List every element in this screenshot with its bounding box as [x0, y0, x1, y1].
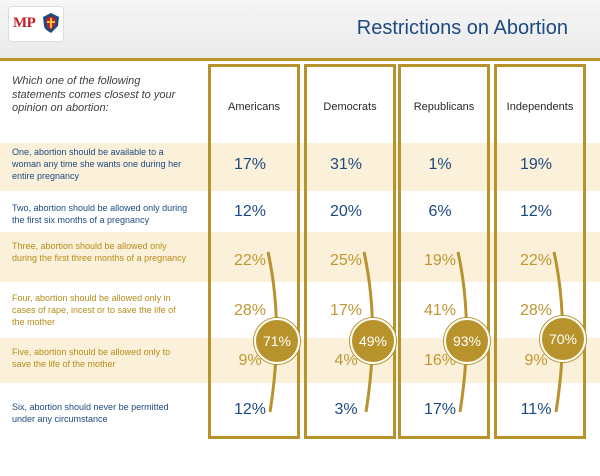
percent-value: 20% — [329, 203, 363, 220]
percent-value: 19% — [423, 252, 457, 269]
percent-value: 19% — [519, 156, 553, 173]
percent-value: 9% — [238, 352, 262, 369]
logo-text: MP — [13, 15, 36, 31]
percent-value: 16% — [423, 352, 457, 369]
column-header: Republicans — [413, 101, 475, 113]
percent-value: 6% — [428, 203, 452, 220]
percent-value: 17% — [423, 401, 457, 418]
row-band — [0, 232, 600, 282]
row-label: Six, abortion should never be permitted … — [12, 402, 169, 424]
column-frame — [304, 64, 396, 439]
sum-badge: 93% — [444, 318, 490, 364]
column-frame — [494, 64, 586, 439]
logo: MP — [8, 6, 64, 42]
percent-value: 25% — [329, 252, 363, 269]
column-header: Independents — [506, 101, 574, 113]
percent-value: 11% — [520, 401, 552, 418]
row-band — [0, 143, 600, 191]
column-header: Americans — [228, 101, 280, 113]
emblem-icon — [43, 13, 59, 33]
percent-value: 17% — [233, 156, 267, 173]
percent-value: 12% — [233, 203, 267, 220]
percent-value: 4% — [334, 352, 358, 369]
percent-value: 12% — [233, 401, 267, 418]
sum-badge: 70% — [540, 316, 586, 362]
percent-value: 41% — [423, 302, 457, 319]
row-label: Four, abortion should be allowed only in… — [12, 293, 176, 327]
header-divider — [0, 58, 600, 61]
header-bar: MP Restrictions on Abortion — [0, 0, 600, 58]
sum-badge: 71% — [254, 318, 300, 364]
row-label: Three, abortion should be allowed only d… — [12, 241, 187, 263]
row-label: Five, abortion should be allowed only to… — [12, 347, 171, 369]
sum-badge: 49% — [350, 318, 396, 364]
percent-value: 12% — [519, 203, 553, 220]
row-label: One, abortion should be available to a w… — [12, 147, 182, 181]
percent-value: 22% — [519, 252, 553, 269]
percent-value: 28% — [519, 302, 553, 319]
page-title: Restrictions on Abortion — [356, 17, 568, 39]
question-text: Which one of the following statements co… — [12, 75, 176, 114]
percent-value: 1% — [428, 156, 452, 173]
column-frame — [398, 64, 490, 439]
percent-value: 9% — [524, 352, 548, 369]
row-band — [0, 338, 600, 383]
percent-value: 17% — [329, 302, 363, 319]
percent-value: 28% — [233, 302, 267, 319]
percent-value: 31% — [329, 156, 363, 173]
column-header: Democrats — [323, 101, 377, 113]
column-frame — [208, 64, 300, 439]
row-label: Two, abortion should be allowed only dur… — [12, 203, 188, 225]
percent-value: 22% — [233, 252, 267, 269]
percent-value: 3% — [334, 401, 358, 418]
